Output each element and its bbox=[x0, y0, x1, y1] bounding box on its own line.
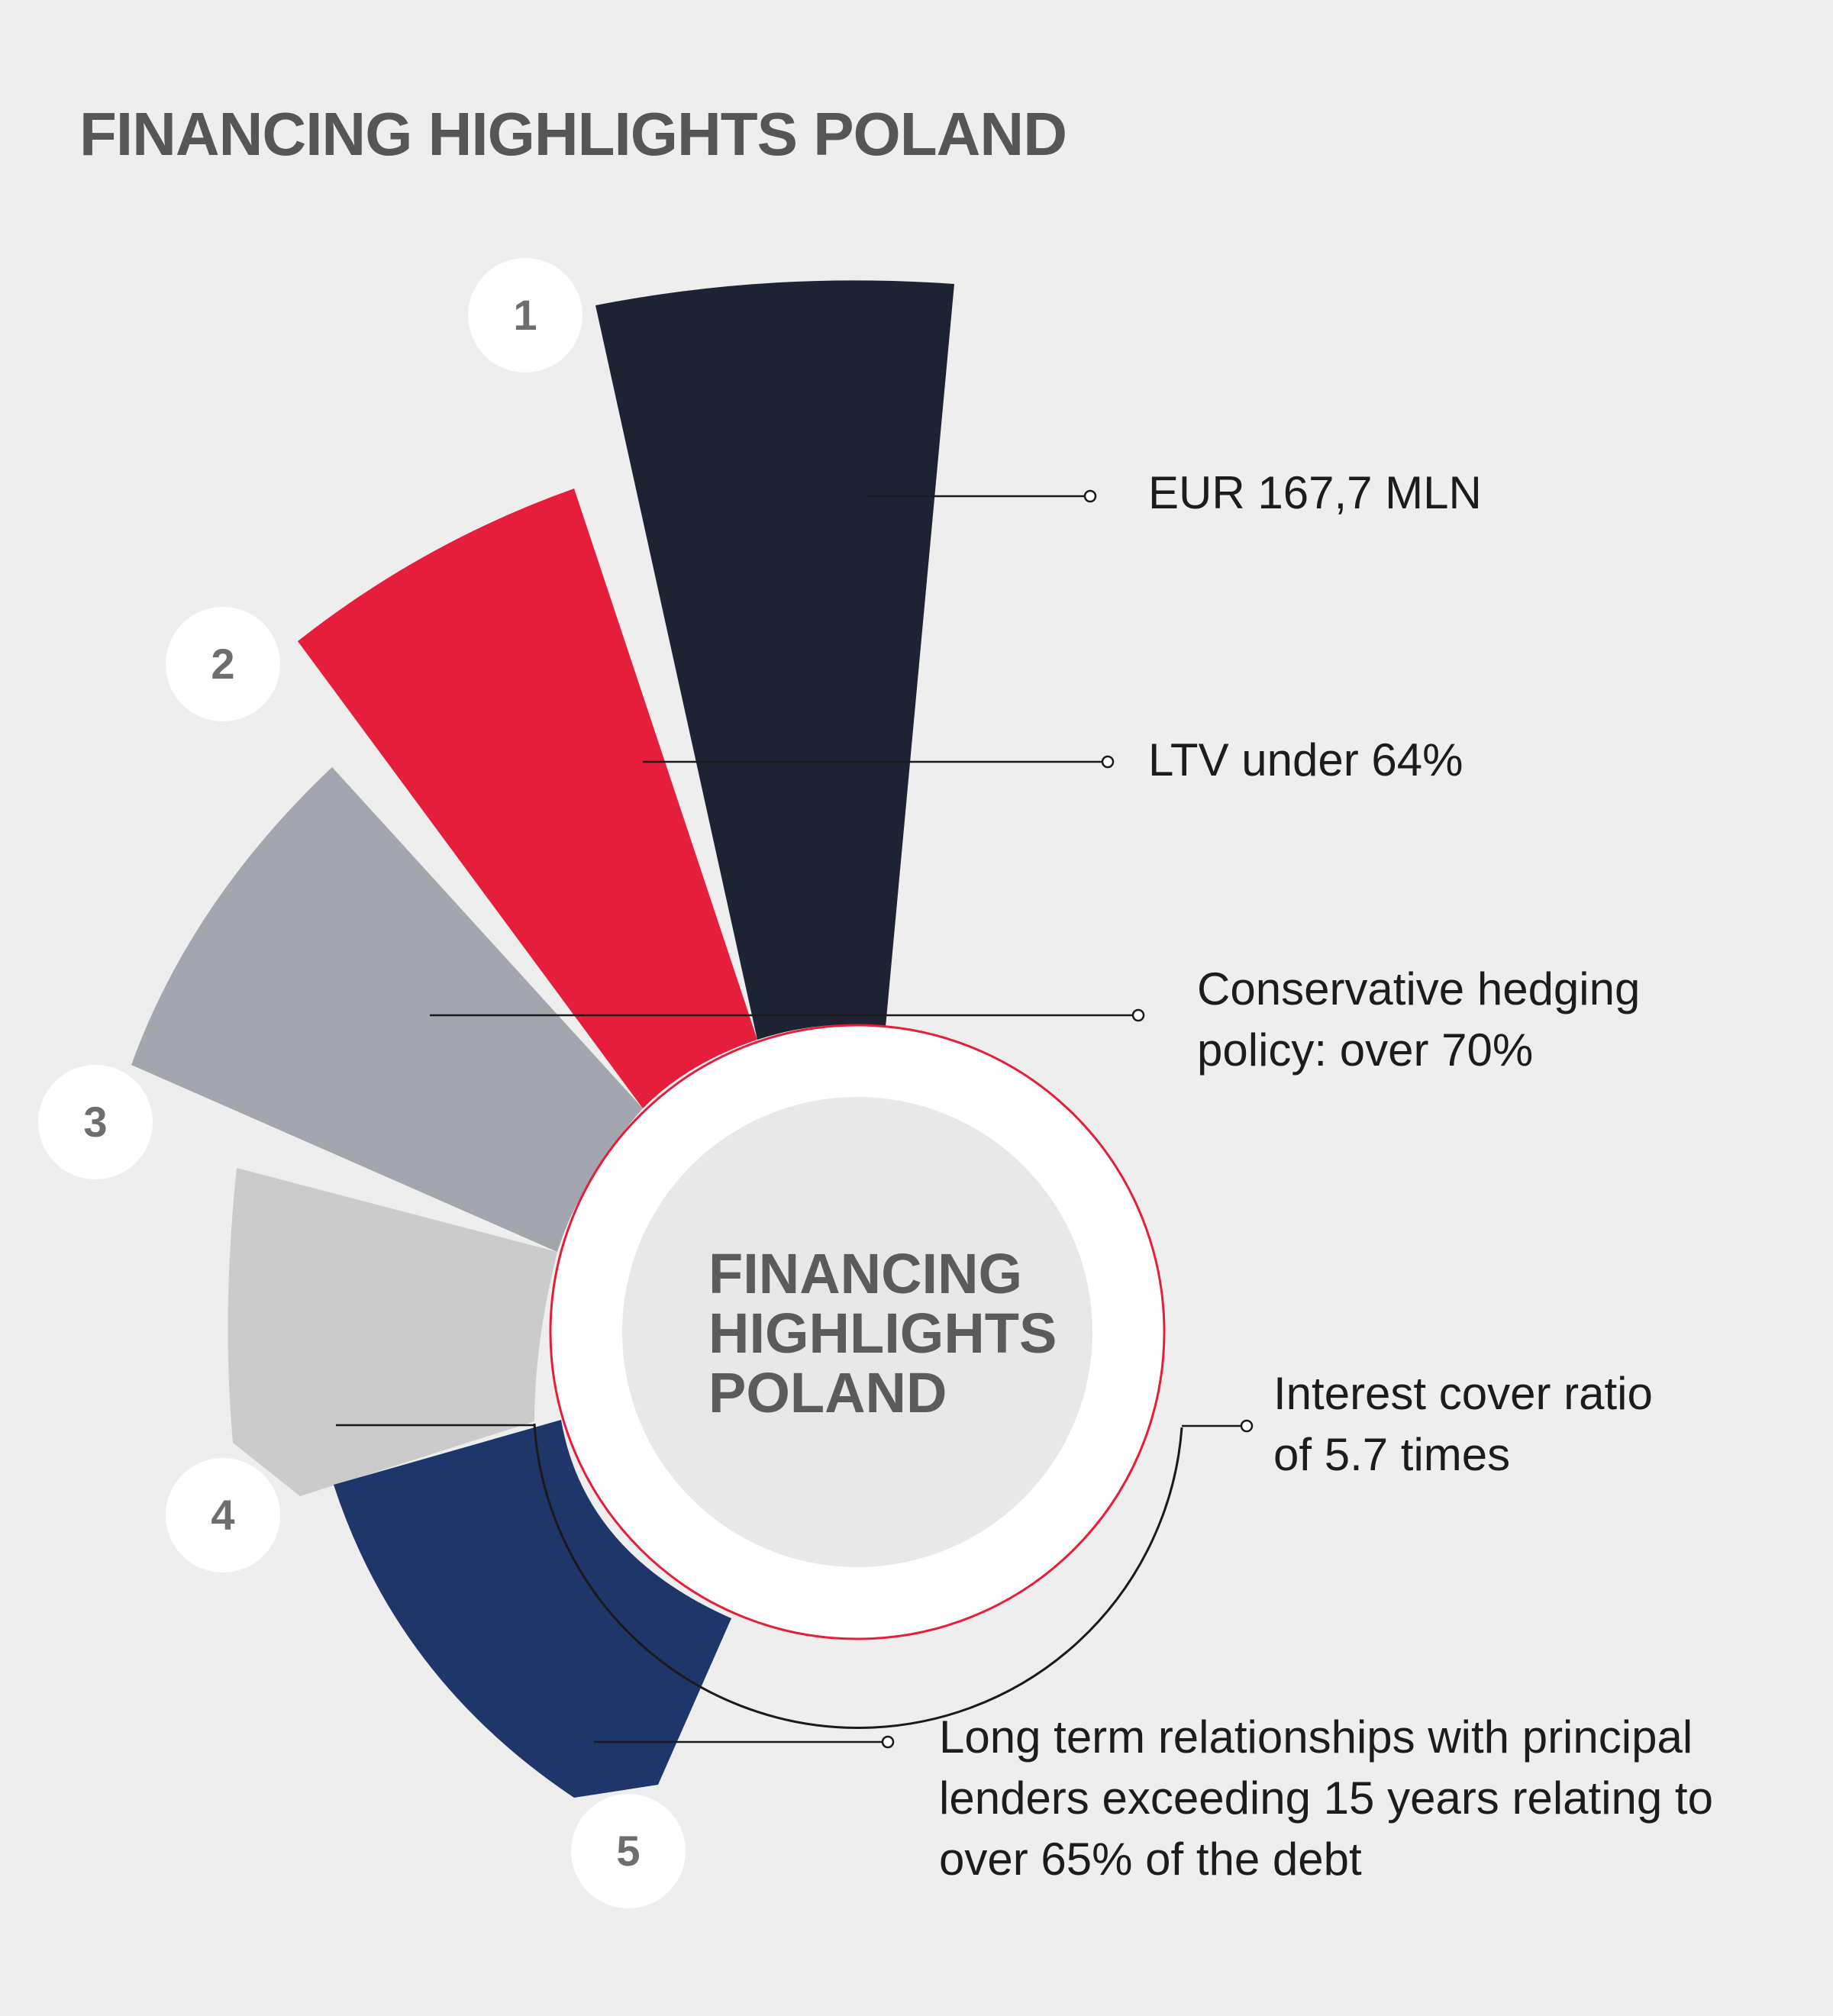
hub-line-1: FINANCING bbox=[708, 1242, 1023, 1305]
highlight-label-4: Interest cover ratio of 5.7 times bbox=[1273, 1363, 1653, 1485]
segment-4 bbox=[228, 1168, 557, 1496]
highlight-label-3: Conservative hedging policy: over 70% bbox=[1197, 959, 1640, 1081]
leader-dot-4 bbox=[1240, 1419, 1254, 1433]
number-badge-3: 3 bbox=[38, 1065, 153, 1179]
highlight-3-line-2: policy: over 70% bbox=[1197, 1024, 1534, 1076]
highlight-5-line-3: over 65% of the debt bbox=[939, 1834, 1362, 1885]
hub-line-3: POLAND bbox=[708, 1361, 947, 1424]
segment-2 bbox=[298, 489, 757, 1108]
page-title: FINANCING HIGHLIGHTS POLAND bbox=[79, 100, 1067, 168]
highlight-2-line-1: LTV under 64% bbox=[1148, 734, 1463, 785]
highlight-4-line-2: of 5.7 times bbox=[1273, 1429, 1511, 1480]
hub-title: FINANCING HIGHLIGHTS POLAND bbox=[708, 1244, 1057, 1423]
segment-1 bbox=[595, 280, 954, 1040]
leader-dot-2 bbox=[1101, 755, 1115, 769]
segment-5 bbox=[334, 1420, 731, 1798]
highlight-label-5: Long term relationships with principal l… bbox=[939, 1707, 1713, 1890]
leader-lines bbox=[336, 489, 1254, 1749]
highlight-1-line-1: EUR 167,7 MLN bbox=[1148, 467, 1482, 518]
highlight-5-line-1: Long term relationships with principal bbox=[939, 1711, 1693, 1763]
highlight-label-1: EUR 167,7 MLN bbox=[1148, 463, 1482, 524]
hub-inner bbox=[622, 1097, 1092, 1567]
highlight-5-line-2: lenders exceeding 15 years relating to bbox=[939, 1772, 1713, 1824]
highlight-label-2: LTV under 64% bbox=[1148, 730, 1463, 791]
number-badge-2: 2 bbox=[166, 607, 280, 721]
number-badge-4: 4 bbox=[166, 1458, 280, 1572]
hub-line-2: HIGHLIGHTS bbox=[708, 1302, 1057, 1365]
leader-dot-5 bbox=[881, 1735, 895, 1749]
segment-3 bbox=[131, 767, 643, 1252]
leader-dot-3 bbox=[1131, 1008, 1145, 1022]
accent-arc bbox=[533, 1423, 1183, 1729]
leader-dot-1 bbox=[1083, 489, 1097, 503]
number-badge-5: 5 bbox=[571, 1794, 686, 1908]
number-badge-1: 1 bbox=[468, 258, 582, 373]
highlight-3-line-1: Conservative hedging bbox=[1197, 963, 1641, 1014]
highlight-4-line-1: Interest cover ratio bbox=[1273, 1368, 1653, 1419]
